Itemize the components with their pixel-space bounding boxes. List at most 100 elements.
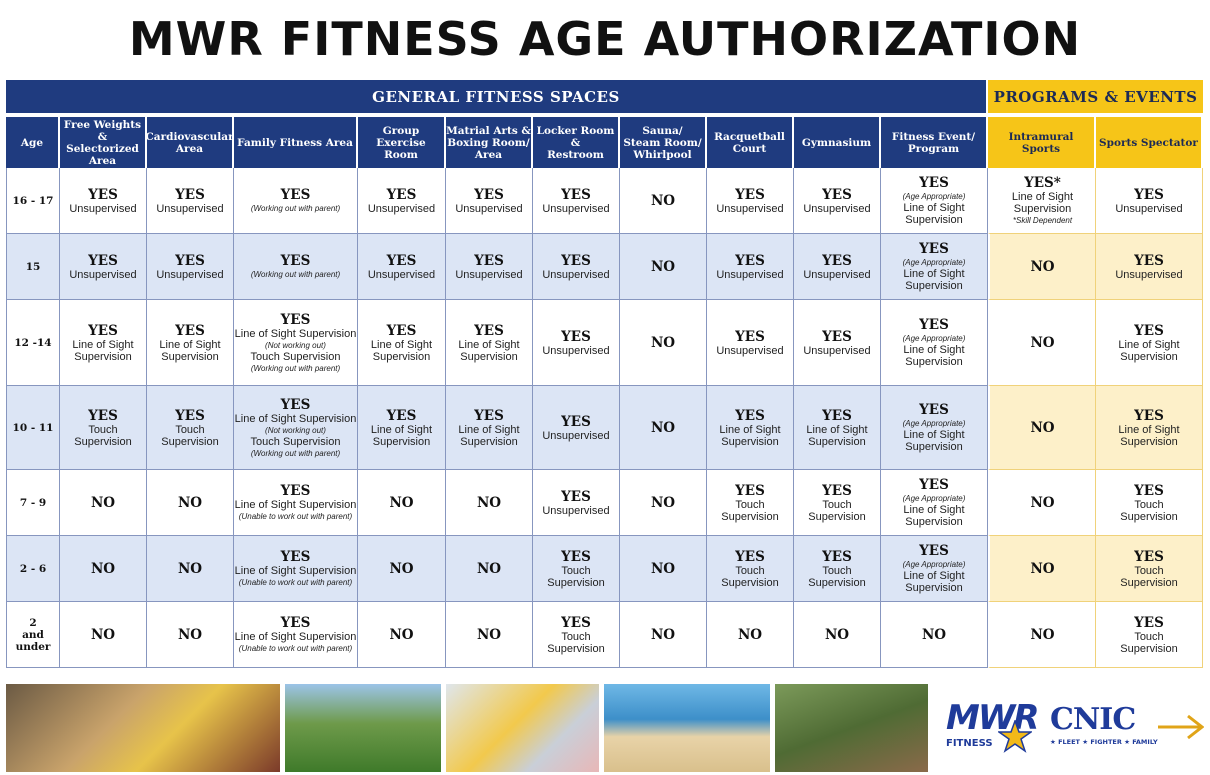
header-line: Racquetball (714, 130, 785, 143)
table-cell: YES Unsupervised (707, 234, 794, 300)
header-line: Gymnasium (801, 136, 872, 149)
cell-line: (Working out with parent) (250, 448, 341, 458)
table-cell: YES Touch Supervision (533, 536, 620, 602)
header-line: Age (20, 136, 44, 149)
table-cell: YES Unsupervised (1096, 234, 1203, 300)
cell-line: Unsupervised (542, 504, 610, 517)
cell-line: NO (1030, 494, 1055, 511)
cell-line: YES (474, 322, 504, 339)
cell-line: Supervision (460, 435, 518, 448)
photo (6, 684, 280, 772)
table-cell: YES Line of Sight Supervision (707, 386, 794, 470)
cell-line: NO (650, 494, 676, 511)
cell-line: YES (735, 186, 765, 203)
group-header: PROGRAMS & EVENTS (988, 80, 1203, 113)
cell-line: (Age Appropriate) (902, 494, 966, 503)
table-cell: YES Unsupervised (147, 234, 234, 300)
cell-line: Line of Sight Supervision (234, 499, 357, 511)
cell-line: NO (389, 494, 414, 511)
table-cell: YES Unsupervised (707, 300, 794, 386)
cell-line: NO (650, 334, 676, 351)
table-cell: NO (147, 470, 234, 536)
cell-line: (Unable to work out with parent) (238, 512, 353, 521)
age-line: 12 -14 (14, 336, 52, 349)
cell-line: NO (650, 626, 676, 643)
table-cell: YES Touch Supervision (707, 470, 794, 536)
column-header: Free Weights & Selectorized Area (60, 117, 147, 168)
page-title: MWR FITNESS AGE AUTHORIZATION (128, 12, 1082, 66)
table-cell: YES Line of Sight Supervision (1096, 300, 1203, 386)
table-cell: NO (620, 386, 707, 470)
cell-line: Line of Sight (1118, 338, 1180, 351)
table-cell: YES Touch Supervision (1096, 470, 1203, 536)
cell-line: Unsupervised (716, 344, 784, 357)
column-header: Racquetball Court (707, 117, 794, 168)
table-cell: YES Unsupervised (533, 300, 620, 386)
cell-line: Unsupervised (542, 202, 610, 215)
header-line: Intramural Sports (1008, 130, 1074, 155)
table-cell: YES Line of Sight Supervision (446, 386, 533, 470)
cell-line: YES (88, 322, 118, 339)
table-cell: NO (988, 470, 1096, 536)
table-cell: YES (Age Appropriate) Line of Sight Supervi… (881, 300, 988, 386)
cell-line: Supervision (808, 576, 866, 589)
age-cell: 12 -14 (6, 300, 60, 386)
cell-line: YES (919, 477, 949, 493)
cell-line: Line of Sight (903, 202, 965, 214)
header-line: Free Weights (63, 118, 142, 131)
table-cell: YES Unsupervised (358, 168, 446, 234)
column-header: Intramural Sports (988, 117, 1096, 168)
cell-line: Unsupervised (542, 344, 610, 357)
table-cell: YES Unsupervised (794, 234, 881, 300)
table-cell: YES Unsupervised (60, 234, 147, 300)
cell-line: Touch (822, 498, 852, 511)
cell-line: Line of Sight (719, 423, 781, 436)
cell-line: YES (822, 252, 852, 269)
cell-line: Supervision (161, 350, 219, 363)
cell-line: YES (735, 252, 765, 269)
cell-line: NO (177, 626, 203, 643)
table-cell: YES Line of Sight Supervision (794, 386, 881, 470)
cell-line: YES (474, 407, 504, 424)
cell-line: YES* (1024, 175, 1061, 191)
cell-line: Touch (735, 498, 765, 511)
photo (285, 684, 441, 772)
cell-line: YES (919, 543, 949, 559)
cell-line: Supervision (905, 516, 963, 528)
cell-line: Line of Sight (159, 338, 221, 351)
cell-line: Unsupervised (542, 429, 610, 442)
cell-line: YES (386, 407, 417, 424)
cell-line: Line of Sight Supervision (234, 412, 357, 425)
table-cell: NO (988, 234, 1096, 300)
header-line: & Selectorized (66, 130, 139, 155)
table-cell: NO (988, 536, 1096, 602)
cell-line: YES (919, 241, 949, 257)
cell-line: Unsupervised (803, 202, 871, 215)
table-cell: YES (Working out with parent) (234, 168, 358, 234)
cell-line: YES (561, 614, 591, 631)
header-line: Court (732, 142, 767, 155)
cell-line: NO (476, 560, 502, 577)
cell-line: NO (90, 560, 116, 577)
table-cell: NO (620, 536, 707, 602)
cell-line: Unsupervised (803, 344, 871, 357)
cell-line: YES (88, 186, 118, 203)
cnic-logo-text: CNIC (1050, 702, 1136, 737)
cell-line: YES (88, 407, 118, 424)
table-cell: NO (620, 602, 707, 668)
age-cell: 15 (6, 234, 60, 300)
table-cell: YES Line of Sight Supervision (147, 300, 234, 386)
column-header: Fitness Event/Program (881, 117, 988, 168)
table-cell: YES Touch Supervision (1096, 536, 1203, 602)
cell-line: YES (822, 548, 852, 565)
cell-line: YES (735, 548, 765, 565)
cell-line: (Unable to work out with parent) (238, 578, 353, 587)
cell-line: Line of Sight (806, 423, 868, 436)
table-cell: NO (60, 536, 147, 602)
age-line: 2 - 6 (19, 562, 47, 575)
table-cell: NO (358, 470, 446, 536)
photo (446, 684, 599, 772)
cell-line: Unsupervised (156, 268, 224, 281)
cell-line: YES (1134, 252, 1164, 269)
header-line: Program (907, 142, 960, 155)
